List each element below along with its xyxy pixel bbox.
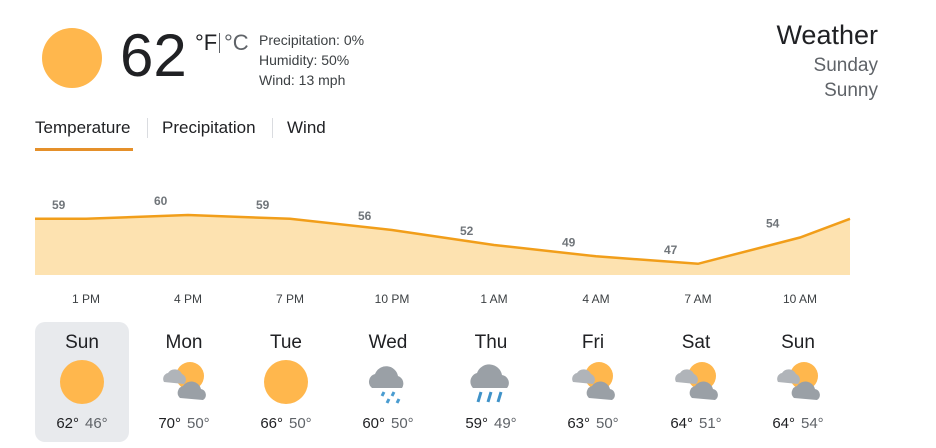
forecast-day-label: Thu bbox=[474, 332, 508, 353]
chart-data-label: 59 bbox=[52, 198, 66, 212]
time-tick-label: 7 PM bbox=[275, 292, 304, 306]
forecast-low: 50° bbox=[596, 415, 619, 432]
time-tick-label: 10 AM bbox=[782, 292, 818, 306]
forecast-low: 46° bbox=[85, 415, 108, 432]
forecast-temps: 64° 51° bbox=[649, 415, 743, 432]
partly-cloudy-icon bbox=[672, 358, 720, 406]
tab-temperature[interactable]: Temperature bbox=[35, 118, 131, 137]
forecast-day-5[interactable]: Fri 63° 50° bbox=[546, 322, 640, 442]
chart-data-label: 47 bbox=[664, 243, 678, 257]
current-day: Sunday bbox=[813, 55, 878, 76]
partly-cloudy-icon bbox=[569, 358, 617, 406]
forecast-high: 62° bbox=[56, 415, 79, 432]
forecast-day-label: Fri bbox=[581, 332, 605, 353]
humidity-text: Humidity: 50% bbox=[259, 52, 350, 68]
forecast-high: 70° bbox=[158, 415, 181, 432]
sun-icon bbox=[262, 358, 310, 406]
forecast-high: 64° bbox=[772, 415, 795, 432]
forecast-day-6[interactable]: Sat 64° 51° bbox=[649, 322, 743, 442]
forecast-low: 50° bbox=[187, 415, 210, 432]
forecast-high: 60° bbox=[362, 415, 385, 432]
chart-data-label: 54 bbox=[766, 217, 780, 231]
forecast-high: 59° bbox=[465, 415, 488, 432]
weather-title: Weather bbox=[776, 20, 878, 50]
forecast-day-4[interactable]: Thu 59° 49° bbox=[444, 322, 538, 442]
forecast-temps: 59° 49° bbox=[444, 415, 538, 432]
chart-data-label: 56 bbox=[358, 209, 372, 223]
forecast-low: 49° bbox=[494, 415, 517, 432]
chart-data-label: 52 bbox=[460, 224, 474, 238]
tab-divider bbox=[272, 118, 273, 138]
forecast-temps: 60° 50° bbox=[341, 415, 435, 432]
time-tick-label: 4 PM bbox=[173, 292, 202, 306]
forecast-high: 66° bbox=[260, 415, 283, 432]
time-tick-label: 1 PM bbox=[71, 292, 100, 306]
forecast-day-label: Sun bbox=[781, 332, 815, 353]
forecast-day-label: Tue bbox=[269, 332, 303, 353]
forecast-temps: 64° 54° bbox=[751, 415, 845, 432]
time-tick-label: 4 AM bbox=[582, 292, 610, 306]
forecast-low: 54° bbox=[801, 415, 824, 432]
unit-divider bbox=[219, 33, 220, 53]
forecast-day-label: Mon bbox=[165, 332, 203, 353]
time-tick-label: 7 AM bbox=[684, 292, 712, 306]
temperature-chart: 59 60 59 56 52 49 47 54 bbox=[35, 195, 851, 275]
chart-data-label: 59 bbox=[256, 198, 270, 212]
forecast-day-3[interactable]: Wed 60° 50° bbox=[341, 322, 435, 442]
forecast-day-7[interactable]: Sun 64° 54° bbox=[751, 322, 845, 442]
partly-cloudy-icon bbox=[160, 358, 208, 406]
wind-text: Wind: 13 mph bbox=[259, 72, 346, 88]
time-tick-label: 1 AM bbox=[480, 292, 508, 306]
forecast-day-0[interactable]: Sun 62° 46° bbox=[35, 322, 129, 442]
forecast-day-label: Sat bbox=[681, 332, 711, 353]
sun-icon bbox=[42, 28, 102, 88]
current-condition: Sunny bbox=[824, 80, 878, 101]
precipitation-text: Precipitation: 0% bbox=[259, 32, 365, 48]
forecast-temps: 70° 50° bbox=[137, 415, 231, 432]
active-tab-indicator bbox=[35, 148, 133, 151]
current-temperature: 62 bbox=[120, 22, 187, 89]
forecast-day-label: Wed bbox=[368, 332, 408, 353]
forecast-temps: 62° 46° bbox=[35, 415, 129, 432]
forecast-high: 64° bbox=[670, 415, 693, 432]
forecast-temps: 66° 50° bbox=[239, 415, 333, 432]
forecast-temps: 63° 50° bbox=[546, 415, 640, 432]
forecast-day-1[interactable]: Mon 70° 50° bbox=[137, 322, 231, 442]
rain-icon bbox=[467, 358, 515, 406]
partly-cloudy-icon bbox=[774, 358, 822, 406]
forecast-low: 51° bbox=[699, 415, 722, 432]
tab-divider bbox=[147, 118, 148, 138]
forecast-low: 50° bbox=[289, 415, 312, 432]
chart-data-label: 49 bbox=[562, 235, 576, 249]
sun-icon bbox=[58, 358, 106, 406]
forecast-day-2[interactable]: Tue 66° 50° bbox=[239, 322, 333, 442]
chart-line bbox=[35, 213, 851, 266]
forecast-low: 50° bbox=[391, 415, 414, 432]
tab-precipitation[interactable]: Precipitation bbox=[162, 118, 256, 137]
unit-celsius-toggle[interactable]: °C bbox=[224, 30, 249, 55]
chart-data-label: 60 bbox=[154, 195, 168, 208]
time-tick-label: 10 PM bbox=[374, 292, 410, 306]
unit-fahrenheit-toggle[interactable]: °F bbox=[195, 30, 218, 55]
chart-area bbox=[35, 215, 850, 275]
drizzle-icon bbox=[364, 358, 412, 406]
forecast-high: 63° bbox=[567, 415, 590, 432]
forecast-day-label: Sun bbox=[65, 332, 99, 353]
tab-wind[interactable]: Wind bbox=[287, 118, 326, 137]
